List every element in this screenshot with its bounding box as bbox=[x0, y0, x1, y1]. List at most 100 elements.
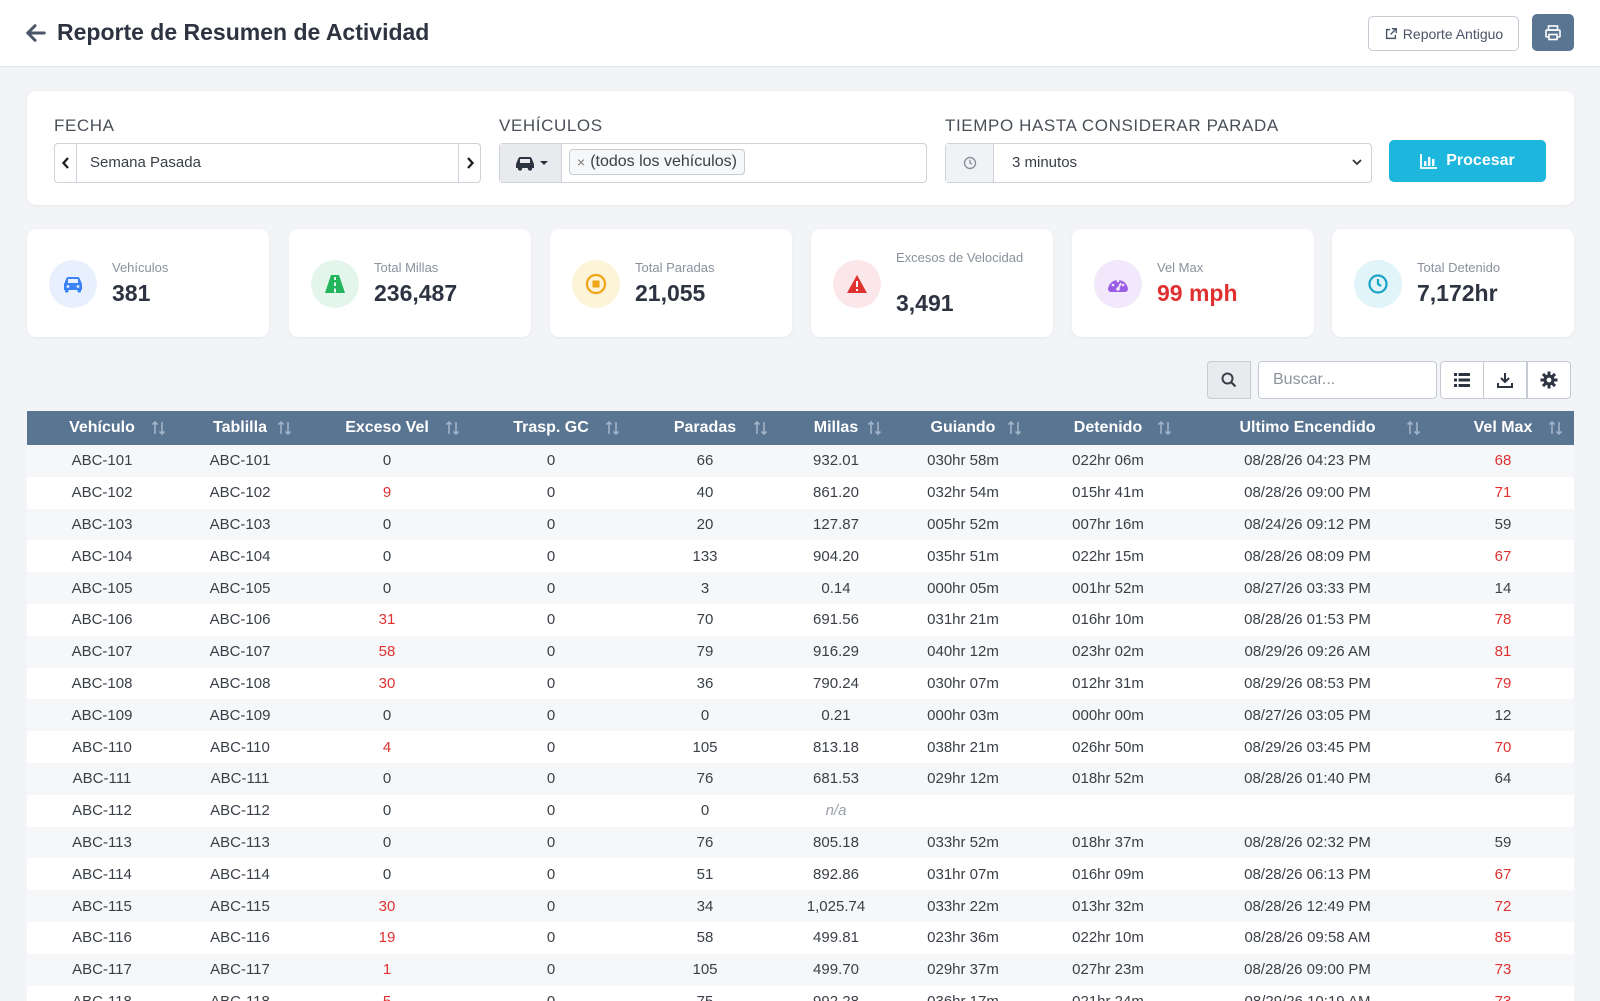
vehicle-tags[interactable]: × (todos los vehículos) bbox=[562, 144, 926, 182]
table-row[interactable]: ABC-108 ABC-108 30 0 36 790.24 030hr 07m 012hr … bbox=[27, 667, 1574, 700]
settings-button[interactable] bbox=[1527, 361, 1571, 399]
table-cell: 08/29/26 09:26 AM bbox=[1183, 635, 1432, 668]
vehicle-type-dropdown[interactable] bbox=[500, 144, 562, 182]
table-row[interactable]: ABC-116 ABC-116 19 0 58 499.81 023hr 36m 022hr … bbox=[27, 921, 1574, 954]
stat-label: Total Paradas bbox=[635, 260, 715, 275]
table-row[interactable]: ABC-118ABC-1185075992.28036hr 17m021hr 2… bbox=[27, 985, 1574, 1001]
next-date-button[interactable] bbox=[458, 144, 480, 182]
table-cell: ABC-107 bbox=[27, 635, 177, 668]
print-button[interactable] bbox=[1532, 14, 1574, 51]
sort-icon[interactable] bbox=[1007, 420, 1023, 441]
export-button[interactable] bbox=[1483, 361, 1527, 399]
stat-value: 21,055 bbox=[635, 280, 706, 306]
sort-icon[interactable] bbox=[605, 420, 621, 441]
table-cell: 73 bbox=[1432, 985, 1574, 1001]
column-header[interactable]: Tablilla bbox=[177, 411, 303, 445]
sort-icon[interactable] bbox=[1406, 420, 1422, 441]
table-cell: 12 bbox=[1432, 699, 1574, 732]
table-row[interactable]: ABC-112 ABC-112 0 0 0 n/a bbox=[27, 794, 1574, 827]
table-cell: ABC-102 bbox=[177, 476, 303, 509]
column-header[interactable]: Vel Max bbox=[1432, 411, 1574, 445]
table-row[interactable]: ABC-110 ABC-110 4 0 105 813.18 038hr 21m 026hr … bbox=[27, 731, 1574, 763]
table-cell: 023hr 02m bbox=[1033, 635, 1183, 668]
table-cell: ABC-112 bbox=[27, 794, 177, 827]
table-cell: 016hr 09m bbox=[1033, 858, 1183, 891]
table-row[interactable]: ABC-103 ABC-103 0 0 20 127.87 005hr 52m 007hr 1… bbox=[27, 508, 1574, 541]
stop-time-selector: 3 minutos bbox=[945, 143, 1372, 183]
table-cell: ABC-112 bbox=[177, 794, 303, 827]
table-cell: 30 bbox=[303, 890, 471, 922]
table-cell bbox=[1432, 794, 1574, 827]
table-row[interactable]: ABC-113 ABC-113 0 0 76 805.18 033hr 52m 018hr 3… bbox=[27, 826, 1574, 859]
page-title: Reporte de Resumen de Actividad bbox=[57, 19, 430, 45]
column-header-label: Tablilla bbox=[213, 419, 267, 436]
sort-icon[interactable] bbox=[151, 420, 167, 441]
sort-icon[interactable] bbox=[867, 420, 883, 441]
speedometer-icon bbox=[1108, 279, 1128, 292]
column-header[interactable]: Vehículo bbox=[27, 411, 177, 445]
column-header[interactable]: Detenido bbox=[1033, 411, 1183, 445]
table-cell: 035hr 51m bbox=[893, 540, 1033, 573]
table-cell: 029hr 37m bbox=[893, 953, 1033, 986]
column-header[interactable]: Trasp. GC bbox=[471, 411, 631, 445]
table-row[interactable]: ABC-101 ABC-101 0 0 66 932.01 030hr 58m 022hr 0… bbox=[27, 445, 1574, 477]
table-row[interactable]: ABC-115 ABC-115 30 0 34 1,025.74 033hr 22m 013h… bbox=[27, 890, 1574, 922]
stat-label: Vehículos bbox=[112, 260, 169, 275]
table-cell: 08/28/26 02:32 PM bbox=[1183, 826, 1432, 859]
sort-icon[interactable] bbox=[277, 420, 293, 441]
column-header-label: Millas bbox=[813, 419, 859, 436]
old-report-button[interactable]: Reporte Antiguo bbox=[1368, 16, 1519, 51]
stat-icon-wrap bbox=[311, 260, 359, 308]
column-header-label: Ultimo Encendido bbox=[1239, 419, 1376, 436]
previous-date-button[interactable] bbox=[55, 144, 77, 182]
table-row[interactable]: ABC-111 ABC-111 0 0 76 681.53 029hr 12m 018hr 5… bbox=[27, 762, 1574, 795]
stat-label: Excesos de Velocidad bbox=[896, 250, 1024, 265]
table-cell: ABC-113 bbox=[27, 826, 177, 859]
table-row[interactable]: ABC-107 ABC-107 58 0 79 916.29 040hr 12m 023hr … bbox=[27, 635, 1574, 668]
column-header[interactable]: Millas bbox=[779, 411, 893, 445]
sort-icon[interactable] bbox=[1157, 420, 1173, 441]
table-cell: 031hr 21m bbox=[893, 603, 1033, 636]
stat-value: 7,172hr bbox=[1417, 280, 1498, 306]
table-row[interactable]: ABC-117 ABC-117 1 0 105 499.70 029hr 37m 027hr … bbox=[27, 953, 1574, 986]
table-row[interactable]: ABC-105 ABC-105 0 0 3 0.14 000hr 05m 001hr 52m 0… bbox=[27, 572, 1574, 604]
table-row[interactable]: ABC-106 ABC-106 31 0 70 691.56 031hr 21m 016hr … bbox=[27, 603, 1574, 636]
list-view-button[interactable] bbox=[1440, 361, 1484, 399]
external-link-icon bbox=[1385, 27, 1397, 39]
table-row[interactable]: ABC-114 ABC-114 0 0 51 892.86 031hr 07m 016hr 0… bbox=[27, 858, 1574, 891]
stat-card-max-speed: Vel Max 99 mph bbox=[1072, 229, 1314, 337]
table-cell: 018hr 52m bbox=[1033, 762, 1183, 795]
table-row[interactable]: ABC-109 ABC-109 0 0 0 0.21 000hr 03m 000hr 00m 0… bbox=[27, 699, 1574, 732]
stat-value: 381 bbox=[112, 280, 151, 306]
search-button[interactable] bbox=[1207, 361, 1251, 399]
table-cell: ABC-113 bbox=[177, 826, 303, 859]
back-arrow-icon[interactable] bbox=[25, 22, 47, 44]
table-row[interactable]: ABC-104 ABC-104 0 0 133 904.20 035hr 51m 022hr … bbox=[27, 540, 1574, 573]
stop-time-select[interactable]: 3 minutos bbox=[994, 144, 1371, 182]
table-cell: 0 bbox=[471, 445, 631, 477]
remove-tag-icon[interactable]: × bbox=[577, 154, 586, 170]
table-cell: ABC-108 bbox=[177, 667, 303, 700]
sort-icon[interactable] bbox=[445, 420, 461, 441]
column-header[interactable]: Paradas bbox=[631, 411, 779, 445]
date-input[interactable]: Semana Pasada bbox=[90, 154, 201, 171]
sort-icon[interactable] bbox=[753, 420, 769, 441]
clock-icon bbox=[963, 156, 976, 170]
table-row[interactable]: ABC-102 ABC-102 9 0 40 861.20 032hr 54m 015hr 4… bbox=[27, 476, 1574, 509]
table-cell: 59 bbox=[1432, 826, 1574, 859]
sort-icon[interactable] bbox=[1548, 420, 1564, 441]
search-input[interactable]: Buscar... bbox=[1258, 361, 1437, 399]
table-cell: 005hr 52m bbox=[893, 508, 1033, 541]
column-header[interactable]: Ultimo Encendido bbox=[1183, 411, 1432, 445]
table-cell: 08/24/26 09:12 PM bbox=[1183, 508, 1432, 541]
process-button[interactable]: Procesar bbox=[1389, 140, 1546, 182]
table-cell: 032hr 54m bbox=[893, 476, 1033, 509]
stat-card-vehicles: Vehículos 381 bbox=[27, 229, 269, 337]
stat-card-total-stops: Total Paradas 21,055 bbox=[550, 229, 792, 337]
column-header[interactable]: Exceso Vel bbox=[303, 411, 471, 445]
vehicle-tag: × (todos los vehículos) bbox=[569, 149, 745, 175]
column-header[interactable]: Guiando bbox=[893, 411, 1033, 445]
table-cell bbox=[893, 794, 1033, 827]
stat-value: 99 mph bbox=[1157, 280, 1238, 306]
table-cell: 08/28/26 06:13 PM bbox=[1183, 858, 1432, 891]
